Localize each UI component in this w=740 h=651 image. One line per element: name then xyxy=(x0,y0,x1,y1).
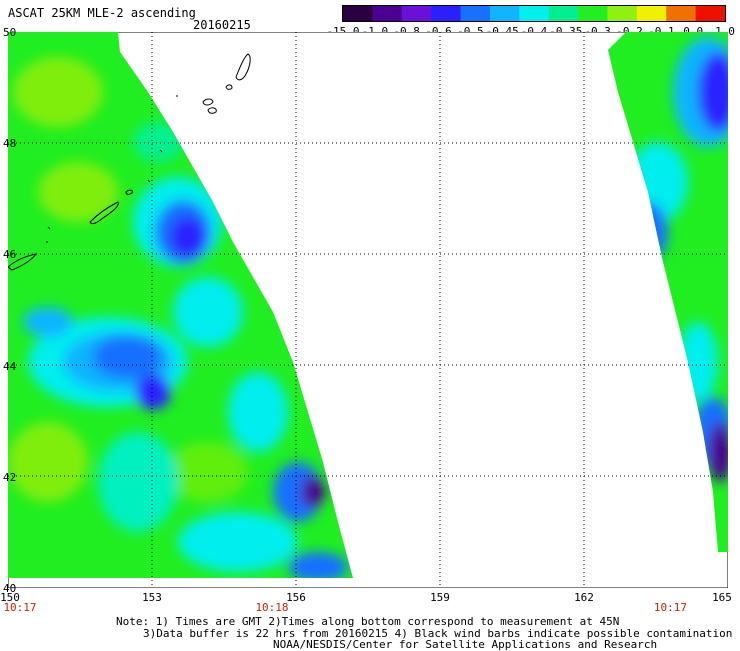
swath-map xyxy=(8,32,728,588)
colorbar-segment xyxy=(343,6,373,21)
map-date: 20160215 xyxy=(193,18,251,32)
y-tick-label: 44 xyxy=(3,359,17,373)
footer-note-line2: 3)Data buffer is 22 hrs from 20160215 4)… xyxy=(143,627,733,640)
map-title: ASCAT 25KM MLE-2 ascending xyxy=(8,6,196,20)
colorbar-segment xyxy=(431,6,462,21)
x-tick-label: 162 xyxy=(574,591,594,604)
coastline xyxy=(8,53,251,271)
graticule xyxy=(8,32,728,588)
colorbar-segment xyxy=(460,6,491,21)
y-tick-label: 46 xyxy=(3,248,17,262)
x-tick-label: 156 xyxy=(286,591,306,604)
x-tick-label: 150 xyxy=(0,591,20,604)
x-tick-label: 165 xyxy=(712,591,732,604)
colorbar-segment xyxy=(666,6,697,21)
colorbar-segment xyxy=(519,6,550,21)
y-tick-label: 42 xyxy=(3,470,17,484)
time-label: 10:17 xyxy=(3,601,37,614)
colorbar-segment xyxy=(607,6,638,21)
colorbar xyxy=(342,5,726,22)
colorbar-segment xyxy=(401,6,432,21)
colorbar-segment xyxy=(548,6,579,21)
time-label: 10:17 xyxy=(653,601,687,614)
y-tick-label: 50 xyxy=(3,26,17,39)
y-tick-label: 40 xyxy=(3,582,17,595)
time-label: 10:18 xyxy=(255,601,289,614)
colorbar-segment xyxy=(578,6,608,21)
x-tick-label: 159 xyxy=(430,591,450,604)
colorbar-segment xyxy=(372,6,403,21)
y-tick-label: 48 xyxy=(3,137,17,151)
footer-credit: NOAA/NESDIS/Center for Satellite Applica… xyxy=(273,638,658,651)
colorbar-segment xyxy=(695,6,725,21)
colorbar-segment xyxy=(636,6,667,21)
footer-note-line1: Note: 1) Times are GMT 2)Times along bot… xyxy=(116,615,620,628)
x-tick-label: 153 xyxy=(142,591,162,604)
colorbar-segment xyxy=(489,6,520,21)
